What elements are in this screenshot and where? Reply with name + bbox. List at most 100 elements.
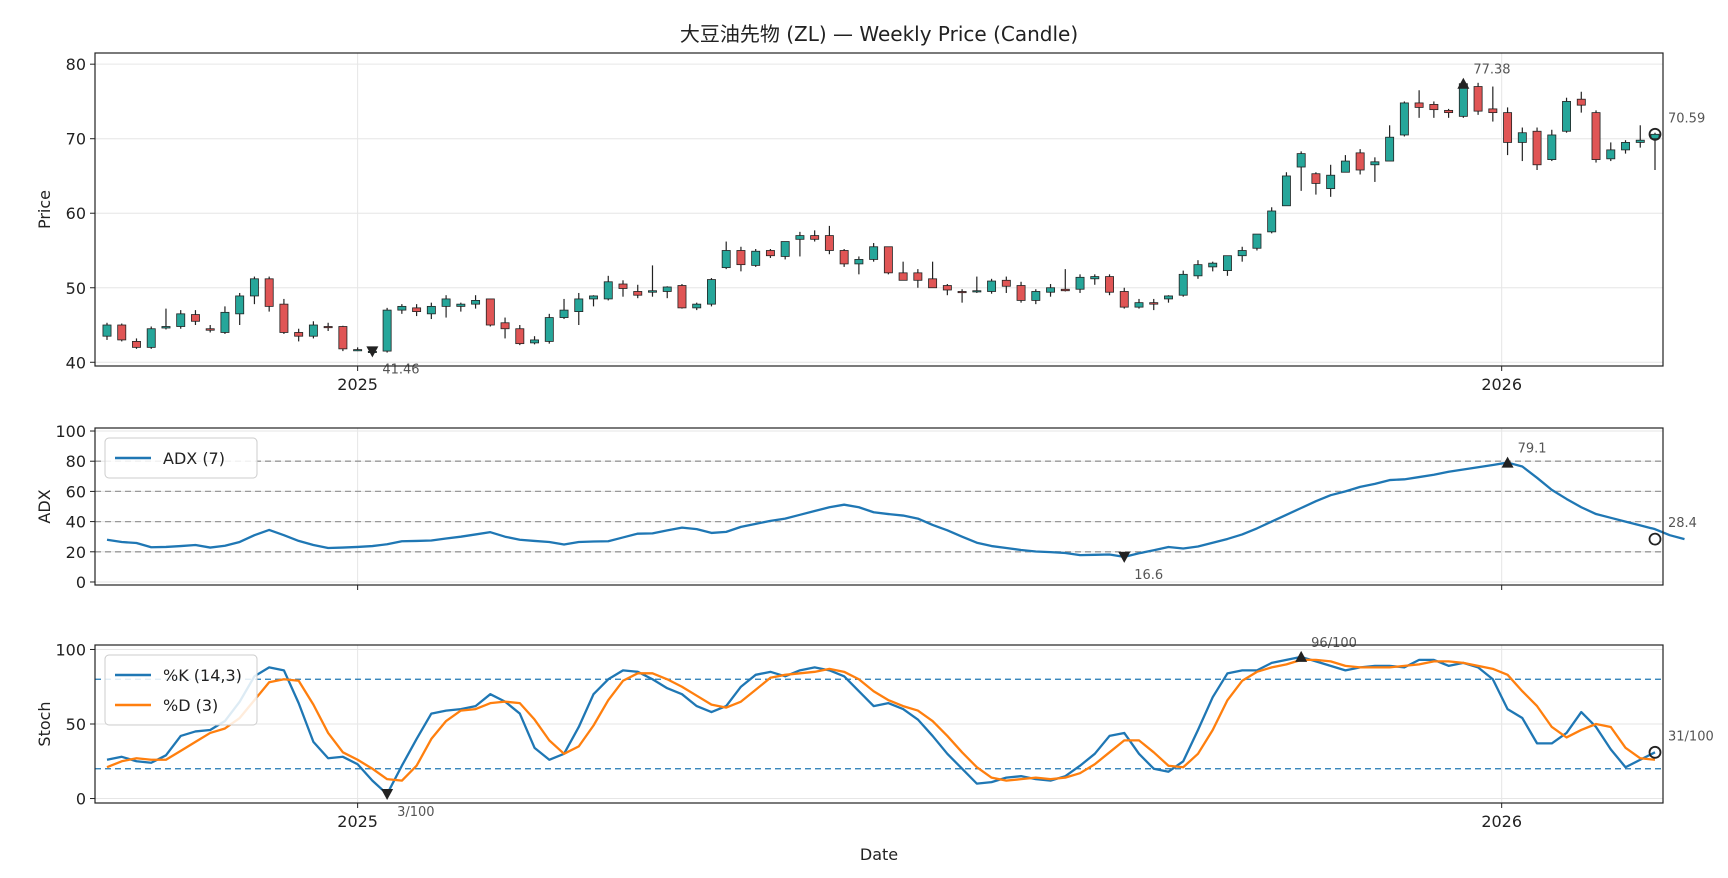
- price-y-tick-label: 60: [66, 204, 86, 223]
- price-y-tick-label: 40: [66, 353, 86, 372]
- candle-up: [1208, 262, 1218, 268]
- candle-down: [810, 235, 820, 240]
- stoch-panel: 0 50 100 2025 2026 Stoch 96/100 3/100 31/100 %K (…: [35, 636, 1714, 831]
- stoch-min-label: 3/100: [397, 805, 434, 820]
- candle-up: [1031, 291, 1041, 301]
- stoch-y-tick-label: 100: [55, 640, 86, 659]
- candle-up: [249, 278, 259, 297]
- stoch-last-label: 31/100: [1668, 729, 1714, 744]
- candle-up: [1178, 273, 1188, 296]
- adx-y-tick-label: 40: [66, 513, 86, 532]
- stoch-min-marker: [381, 789, 394, 801]
- candle-up: [456, 303, 466, 307]
- price-max-label: 77.38: [1473, 63, 1510, 78]
- stoch-x-tick-label: 2025: [337, 812, 378, 831]
- candle-up: [441, 298, 451, 307]
- price-y-tick-label: 80: [66, 55, 86, 74]
- adx-frame: [94, 427, 1664, 586]
- adx-min-marker: [1118, 551, 1131, 563]
- candle-up: [589, 295, 598, 300]
- price-frame: [94, 52, 1664, 367]
- candle-up: [869, 246, 879, 260]
- candle-up: [1090, 276, 1100, 280]
- stoch-series-line-1: [106, 655, 1656, 796]
- stoch-legend-label-2: %D (3): [163, 696, 218, 715]
- candle-up: [471, 300, 481, 305]
- candle-down: [338, 326, 348, 350]
- candle-down: [1414, 102, 1424, 108]
- adx-y-tick-label: 60: [66, 482, 86, 501]
- candle-up: [382, 309, 392, 352]
- candle-up: [1237, 250, 1247, 257]
- stoch-legend-label-1: %K (14,3): [163, 666, 242, 685]
- candle-up: [161, 326, 171, 329]
- candle-down: [957, 291, 967, 294]
- candle-up: [146, 328, 156, 348]
- price-max-marker: [1457, 77, 1470, 89]
- price-y-tick-label: 70: [66, 130, 86, 149]
- stoch-legend: %K (14,3) %D (3): [104, 654, 258, 726]
- adx-y-tick-label: 0: [76, 573, 86, 592]
- candle-down: [323, 326, 333, 329]
- stoch-max-label: 96/100: [1311, 636, 1357, 651]
- price-min-marker: [366, 346, 379, 358]
- candle-down: [1591, 112, 1601, 160]
- candle-down: [279, 303, 289, 333]
- candle-down: [1503, 112, 1513, 143]
- candle-down: [942, 285, 952, 291]
- candle-down: [839, 250, 849, 265]
- stoch-y-axis-label: Stoch: [35, 701, 54, 746]
- stoch-y-tick-label: 50: [66, 715, 86, 734]
- candle-up: [1046, 287, 1055, 293]
- candle-down: [1576, 98, 1586, 106]
- candle-down: [191, 314, 200, 322]
- adx-y-tick-label: 100: [55, 422, 86, 441]
- candle-up: [1296, 153, 1306, 168]
- candle-down: [928, 278, 938, 289]
- price-min-label: 41.46: [382, 362, 419, 377]
- chart-title: 大豆油先物 (ZL) — Weekly Price (Candle): [680, 22, 1078, 46]
- candle-up: [721, 250, 731, 269]
- candle-up: [1281, 175, 1291, 207]
- adx-legend: ADX (7): [104, 437, 258, 479]
- candle-down: [117, 324, 127, 341]
- candle-down: [1001, 279, 1011, 287]
- candle-up: [1252, 233, 1262, 249]
- candle-up: [1562, 101, 1571, 132]
- adx-legend-box: [104, 437, 258, 479]
- candle-up: [603, 281, 613, 300]
- candle-up: [987, 280, 997, 292]
- candle-up: [1635, 139, 1645, 143]
- candle-up: [1517, 132, 1527, 143]
- candle-up: [530, 339, 539, 344]
- candle-down: [264, 278, 274, 307]
- adx-max-marker: [1501, 456, 1514, 468]
- price-x-tick-label: 2026: [1481, 375, 1522, 394]
- candle-up: [1326, 174, 1336, 190]
- candle-up: [707, 279, 716, 305]
- candle-down: [132, 341, 141, 348]
- stoch-y-tick-label: 0: [76, 790, 86, 809]
- candle-up: [795, 235, 805, 240]
- candle-up: [1164, 295, 1173, 300]
- stoch-last-marker: [1648, 745, 1662, 759]
- price-y-tick-label: 50: [66, 279, 86, 298]
- candle-down: [824, 235, 834, 251]
- candle-up: [102, 324, 112, 337]
- candle-down: [1429, 104, 1439, 111]
- candle-up: [574, 298, 584, 312]
- candle-up: [662, 286, 672, 292]
- candle-up: [1399, 102, 1409, 136]
- stoch-max-marker: [1295, 650, 1308, 662]
- candle-down: [1532, 130, 1542, 166]
- candle-down: [883, 246, 893, 274]
- x-axis-label: Date: [860, 845, 898, 864]
- candle-up: [559, 309, 569, 318]
- candle-up: [1370, 161, 1380, 166]
- price-last-label: 70.59: [1668, 111, 1705, 126]
- candle-down: [898, 272, 908, 281]
- candle-up: [751, 250, 761, 266]
- candle-up: [1134, 302, 1144, 308]
- stoch-x-tick-label: 2026: [1481, 812, 1522, 831]
